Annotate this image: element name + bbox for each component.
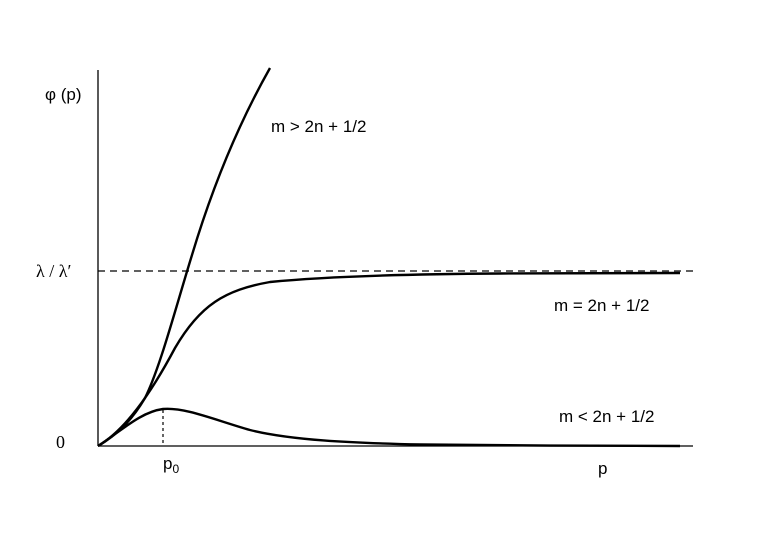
curve-m-greater (97, 67, 272, 448)
x-tick-peak-sub: 0 (172, 462, 179, 476)
x-tick-peak: p0 (163, 454, 179, 476)
curve-m-less (97, 407, 681, 448)
x-tick-peak-main: p (163, 454, 172, 473)
label-m-equal: m = 2n + 1/2 (554, 296, 649, 315)
y-axis-label: φ (p) (45, 85, 82, 104)
label-m-less: m < 2n + 1/2 (559, 407, 654, 426)
x-axis-label: p (598, 459, 607, 478)
label-m-greater: m > 2n + 1/2 (271, 117, 366, 136)
y-tick-asymptote: λ / λ′ (36, 261, 71, 281)
curve-m-equal (97, 271, 681, 448)
y-tick-zero: 0 (56, 432, 65, 452)
